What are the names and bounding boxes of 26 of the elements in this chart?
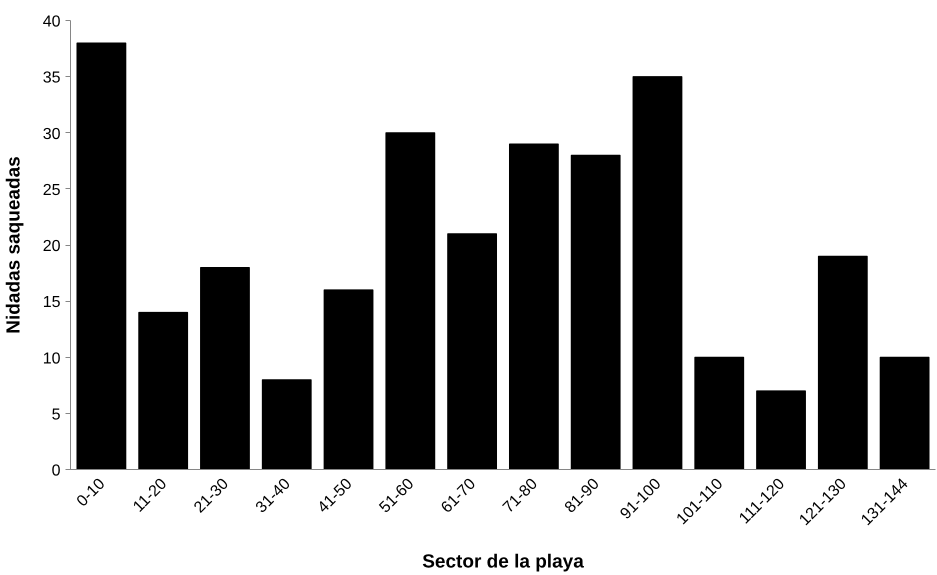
bar — [200, 266, 250, 470]
bar — [76, 42, 126, 470]
y-tick-label: 25 — [42, 182, 61, 199]
y-tick-label: 0 — [52, 462, 61, 480]
bar — [508, 143, 559, 470]
y-tick-label: 15 — [42, 294, 61, 312]
y-tick-label: 5 — [52, 406, 61, 424]
y-axis-title: Nidadas saqueadas — [4, 156, 25, 334]
bar — [138, 312, 188, 470]
bar — [324, 289, 374, 470]
bar — [385, 132, 436, 470]
x-tick-label: 0-10 — [74, 475, 109, 510]
bar — [447, 233, 498, 470]
bar — [262, 379, 312, 470]
bar — [570, 154, 621, 470]
y-tick-label: 40 — [42, 14, 61, 30]
y-tick-label: 10 — [42, 350, 61, 368]
bar — [880, 356, 930, 470]
x-axis-title: Sector de la playa — [422, 552, 584, 573]
y-tick-label: 20 — [42, 238, 61, 255]
y-tick-label: 30 — [42, 126, 61, 143]
bar — [694, 356, 744, 470]
bar — [756, 390, 806, 470]
bar — [818, 256, 868, 470]
y-tick-label: 35 — [42, 70, 61, 87]
bar — [632, 76, 682, 470]
